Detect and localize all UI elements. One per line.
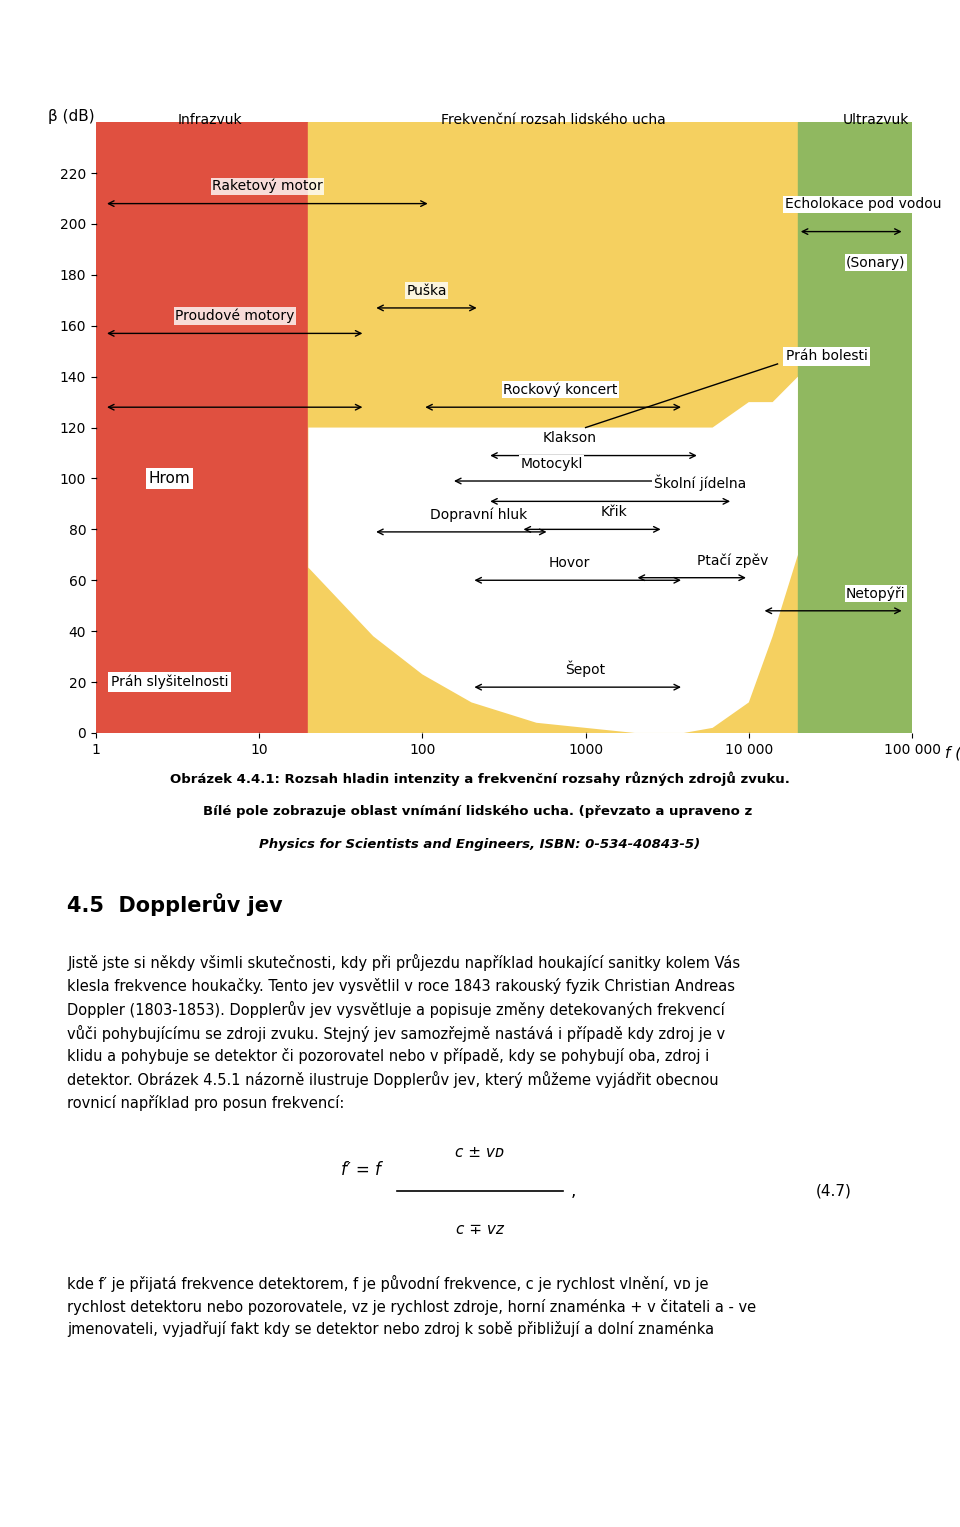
Text: Ultrazvuk: Ultrazvuk (843, 113, 909, 127)
Text: (4.7): (4.7) (816, 1183, 852, 1199)
Text: Motocykl: Motocykl (520, 457, 583, 470)
Bar (798, 122, 912, 733)
Text: Physics for Scientists and Engineers, ISBN: 0-534-40843-5): Physics for Scientists and Engineers, IS… (259, 838, 701, 852)
Text: Hrom: Hrom (149, 470, 190, 486)
Text: Raketový motor: Raketový motor (212, 179, 323, 194)
Text: Ptačí zpěv: Ptačí zpěv (697, 553, 769, 568)
Text: Klakson: Klakson (542, 431, 597, 446)
Text: Puška: Puška (406, 284, 446, 298)
Text: ,: , (571, 1182, 576, 1200)
Text: Hovor: Hovor (549, 556, 590, 570)
Polygon shape (308, 377, 798, 733)
Text: Netopýři: Netopýři (846, 586, 905, 600)
Text: Šepot: Šepot (565, 661, 606, 676)
Text: Křik: Křik (601, 505, 628, 519)
Bar (308, 122, 798, 733)
Text: Práh slyšitelnosti: Práh slyšitelnosti (110, 675, 228, 689)
Text: Jistě jste si někdy všimli skutečnosti, kdy při průjezdu například houkající san: Jistě jste si někdy všimli skutečnosti, … (67, 954, 740, 1112)
Bar (96, 122, 308, 733)
Text: Proudové motory: Proudové motory (175, 308, 295, 324)
Text: Bílé pole zobrazuje oblast vnímání lidského ucha. (převzato a upraveno z: Bílé pole zobrazuje oblast vnímání lidsk… (204, 805, 756, 818)
Text: kde f′ je přijatá frekvence detektorem, f je původní frekvence, c je rychlost vl: kde f′ je přijatá frekvence detektorem, … (67, 1275, 756, 1338)
Text: Infrazvuk: Infrazvuk (178, 113, 242, 127)
Text: β (dB): β (dB) (48, 110, 95, 124)
Text: Rockový koncert: Rockový koncert (503, 383, 617, 397)
Text: c ∓ vᴢ: c ∓ vᴢ (456, 1222, 504, 1237)
Text: Obrázek 4.4.1: Rozsah hladin intenzity a frekvenční rozsahy různých zdrojů zvuku: Obrázek 4.4.1: Rozsah hladin intenzity a… (170, 771, 790, 786)
Text: Echolokace pod vodou: Echolokace pod vodou (784, 197, 941, 211)
Text: c ± vᴅ: c ± vᴅ (455, 1145, 505, 1161)
Text: Práh bolesti: Práh bolesti (785, 350, 868, 363)
Text: Dopravní hluk: Dopravní hluk (430, 507, 527, 522)
Text: f (Hz): f (Hz) (945, 745, 960, 760)
Text: Frekvenční rozsah lidského ucha: Frekvenční rozsah lidského ucha (441, 113, 665, 127)
Text: f′ = f: f′ = f (341, 1162, 381, 1179)
Text: Školní jídelna: Školní jídelna (654, 475, 746, 492)
Text: (Sonary): (Sonary) (846, 255, 905, 270)
Text: 4.5  Dopplerův jev: 4.5 Dopplerův jev (67, 893, 283, 916)
